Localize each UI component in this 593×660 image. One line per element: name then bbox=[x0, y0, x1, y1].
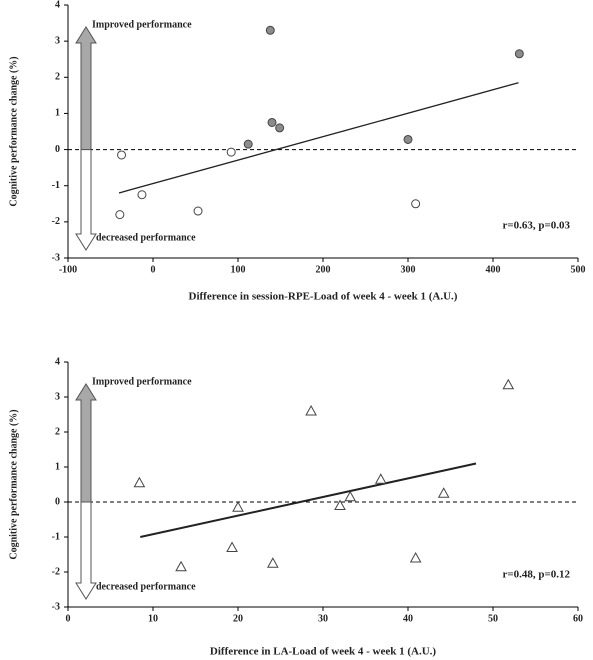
x-tick-label: 60 bbox=[573, 613, 583, 624]
trendline bbox=[140, 462, 477, 538]
point bbox=[409, 551, 422, 563]
y-axis-label: Cognitive performance change (%) bbox=[8, 56, 19, 206]
point bbox=[502, 378, 515, 390]
point bbox=[175, 560, 187, 572]
x-tick-label: 0 bbox=[66, 613, 71, 624]
point bbox=[133, 476, 146, 488]
y-tick-label: 0 bbox=[55, 496, 60, 507]
x-tick-label: 400 bbox=[486, 264, 501, 275]
point bbox=[411, 199, 421, 209]
y-tick-label: 4 bbox=[55, 356, 60, 367]
x-tick-label: 50 bbox=[488, 613, 498, 624]
x-tick-label: 200 bbox=[316, 264, 331, 275]
annotation-improved: Improved performance bbox=[92, 376, 192, 387]
down-arrow bbox=[75, 149, 97, 251]
up-arrow bbox=[75, 26, 97, 151]
point bbox=[265, 25, 275, 35]
y-tick-label: 4 bbox=[55, 0, 60, 10]
point bbox=[243, 139, 253, 149]
point bbox=[334, 499, 346, 510]
y-tick-label: -3 bbox=[52, 601, 60, 612]
annotation-stats: r=0.63, p=0.03 bbox=[502, 220, 570, 232]
y-tick-label: 0 bbox=[55, 144, 60, 155]
x-tick-label: 20 bbox=[233, 613, 243, 624]
point bbox=[137, 190, 147, 200]
point bbox=[226, 147, 236, 157]
y-tick-label: -1 bbox=[52, 531, 60, 542]
x-axis-label: Difference in session-RPE-Load of week 4… bbox=[189, 291, 458, 303]
annotation-decreased: decreased performance bbox=[96, 581, 196, 592]
point bbox=[193, 206, 203, 216]
point bbox=[275, 123, 285, 133]
x-tick-label: 0 bbox=[151, 264, 156, 275]
down-arrow bbox=[75, 501, 97, 600]
point bbox=[267, 117, 277, 127]
y-tick-label: 3 bbox=[55, 35, 60, 46]
point bbox=[514, 49, 524, 59]
y-tick-label: 2 bbox=[55, 72, 60, 83]
point bbox=[115, 210, 125, 220]
point bbox=[226, 541, 238, 552]
x-tick-label: 100 bbox=[231, 264, 246, 275]
x-tick-label: 500 bbox=[571, 264, 586, 275]
y-tick-label: 2 bbox=[55, 426, 60, 437]
x-tick-label: -100 bbox=[59, 264, 77, 275]
y-tick-label: 3 bbox=[55, 391, 60, 402]
x-tick-label: 30 bbox=[318, 613, 328, 624]
x-axis-label: Difference in LA-Load of week 4 - week 1… bbox=[210, 646, 437, 658]
annotation-improved: Improved performance bbox=[92, 19, 192, 30]
point bbox=[305, 404, 317, 416]
point bbox=[437, 487, 450, 498]
y-tick-label: -3 bbox=[52, 252, 60, 263]
y-axis-label: Cognitive performance change (%) bbox=[8, 409, 19, 559]
y-tick-label: 1 bbox=[55, 461, 60, 472]
y-tick-label: -1 bbox=[52, 180, 60, 191]
point bbox=[344, 490, 357, 502]
y-tick-label: -2 bbox=[52, 566, 60, 577]
point bbox=[403, 134, 413, 144]
annotation-decreased: decreased performance bbox=[96, 232, 196, 243]
y-tick-label: -2 bbox=[52, 216, 60, 227]
point bbox=[267, 557, 279, 568]
x-tick-label: 10 bbox=[148, 613, 158, 624]
up-arrow bbox=[75, 383, 97, 503]
x-tick-label: 40 bbox=[403, 613, 413, 624]
point bbox=[232, 501, 244, 512]
annotation-stats: r=0.48, p=0.12 bbox=[502, 569, 570, 581]
trendline bbox=[118, 82, 519, 194]
y-tick-label: 1 bbox=[55, 108, 60, 119]
point bbox=[374, 473, 387, 484]
x-tick-label: 300 bbox=[401, 264, 416, 275]
point bbox=[117, 150, 127, 160]
